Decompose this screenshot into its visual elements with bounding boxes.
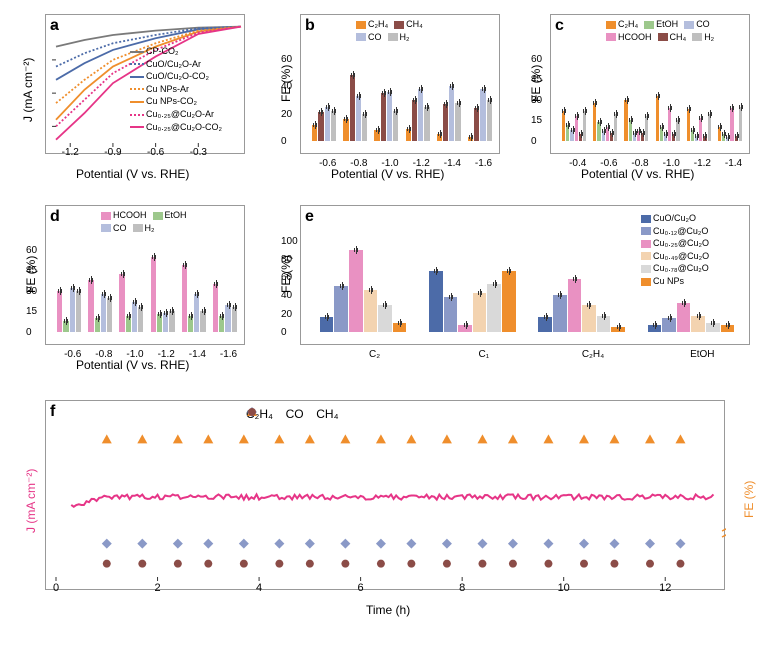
svg-text:10: 10 xyxy=(558,582,570,591)
svg-text:-1.2: -1.2 xyxy=(62,147,80,155)
panel-b: b -0.6-0.8-1.0-1.2-1.4-1.60204060 C₂H₄CH… xyxy=(300,14,500,154)
panel-e-ylabel: FEₓ(%) xyxy=(279,243,293,293)
panel-f-xlabel: Time (h) xyxy=(366,603,410,617)
svg-text:6: 6 xyxy=(358,582,364,591)
panel-c-legend: C₂H₄EtOHCOHCOOHCH₄H₂ xyxy=(606,18,720,43)
panel-a-ylabel: J (mA cm⁻²) xyxy=(21,42,35,122)
svg-text:4: 4 xyxy=(256,582,262,591)
svg-text:8: 8 xyxy=(459,582,465,591)
panel-e-legend: CuO/Cu₂OCu₀.₁₂@Cu₂OCu₀.₂₅@Cu₂OCu₀.₄₉@Cu₂… xyxy=(641,212,741,288)
panel-e: e C₂C₁C₂H₄EtOH020406080100 CuO/Cu₂OCu₀.₁… xyxy=(300,205,750,345)
panel-f-ylabel-right: FE (%) xyxy=(742,468,756,518)
panel-f-legend: C₂H₄ CO CH₄ xyxy=(246,406,351,423)
panel-d-ylabel: FE (%) xyxy=(24,243,38,293)
panel-b-ylabel: FE (%) xyxy=(279,52,293,102)
panel-b-legend: C₂H₄CH₄COH₂ xyxy=(356,18,429,43)
panel-c-ylabel: FE (%) xyxy=(529,52,543,102)
panel-f: f 024681012-30-20-100044256 C₂H₄ CO CH₄ … xyxy=(45,400,725,590)
panel-a: a -1.2-0.9-0.6-0.3-30-20-100 CP-CO₂CuO/C… xyxy=(45,14,245,154)
svg-text:-0.3: -0.3 xyxy=(190,147,208,155)
panel-d-xlabel: Potential (V vs. RHE) xyxy=(76,358,189,372)
svg-text:12: 12 xyxy=(659,582,671,591)
panel-d-legend: HCOOHEtOHCOH₂ xyxy=(101,209,193,234)
panel-f-ylabel-left: J (mA cm⁻²) xyxy=(24,453,38,533)
svg-text:0: 0 xyxy=(53,582,59,591)
panel-b-xlabel: Potential (V vs. RHE) xyxy=(331,167,444,181)
svg-text:2: 2 xyxy=(154,582,160,591)
svg-text:-0.9: -0.9 xyxy=(104,147,122,155)
panel-a-legend: CP-CO₂CuO/Cu₂O-ArCuO/Cu₂O-CO₂Cu NPs-ArCu… xyxy=(130,45,240,133)
svg-text:-0.6: -0.6 xyxy=(147,147,165,155)
panel-a-xlabel: Potential (V vs. RHE) xyxy=(76,167,189,181)
panel-c: c -0.4-0.6-0.8-1.0-1.2-1.4015304560 C₂H₄… xyxy=(550,14,750,154)
panel-f-plot: 024681012-30-20-100044256 xyxy=(46,401,726,591)
panel-c-xlabel: Potential (V vs. RHE) xyxy=(581,167,694,181)
panel-d: d -0.6-0.8-1.0-1.2-1.4-1.6015304560 HCOO… xyxy=(45,205,245,345)
